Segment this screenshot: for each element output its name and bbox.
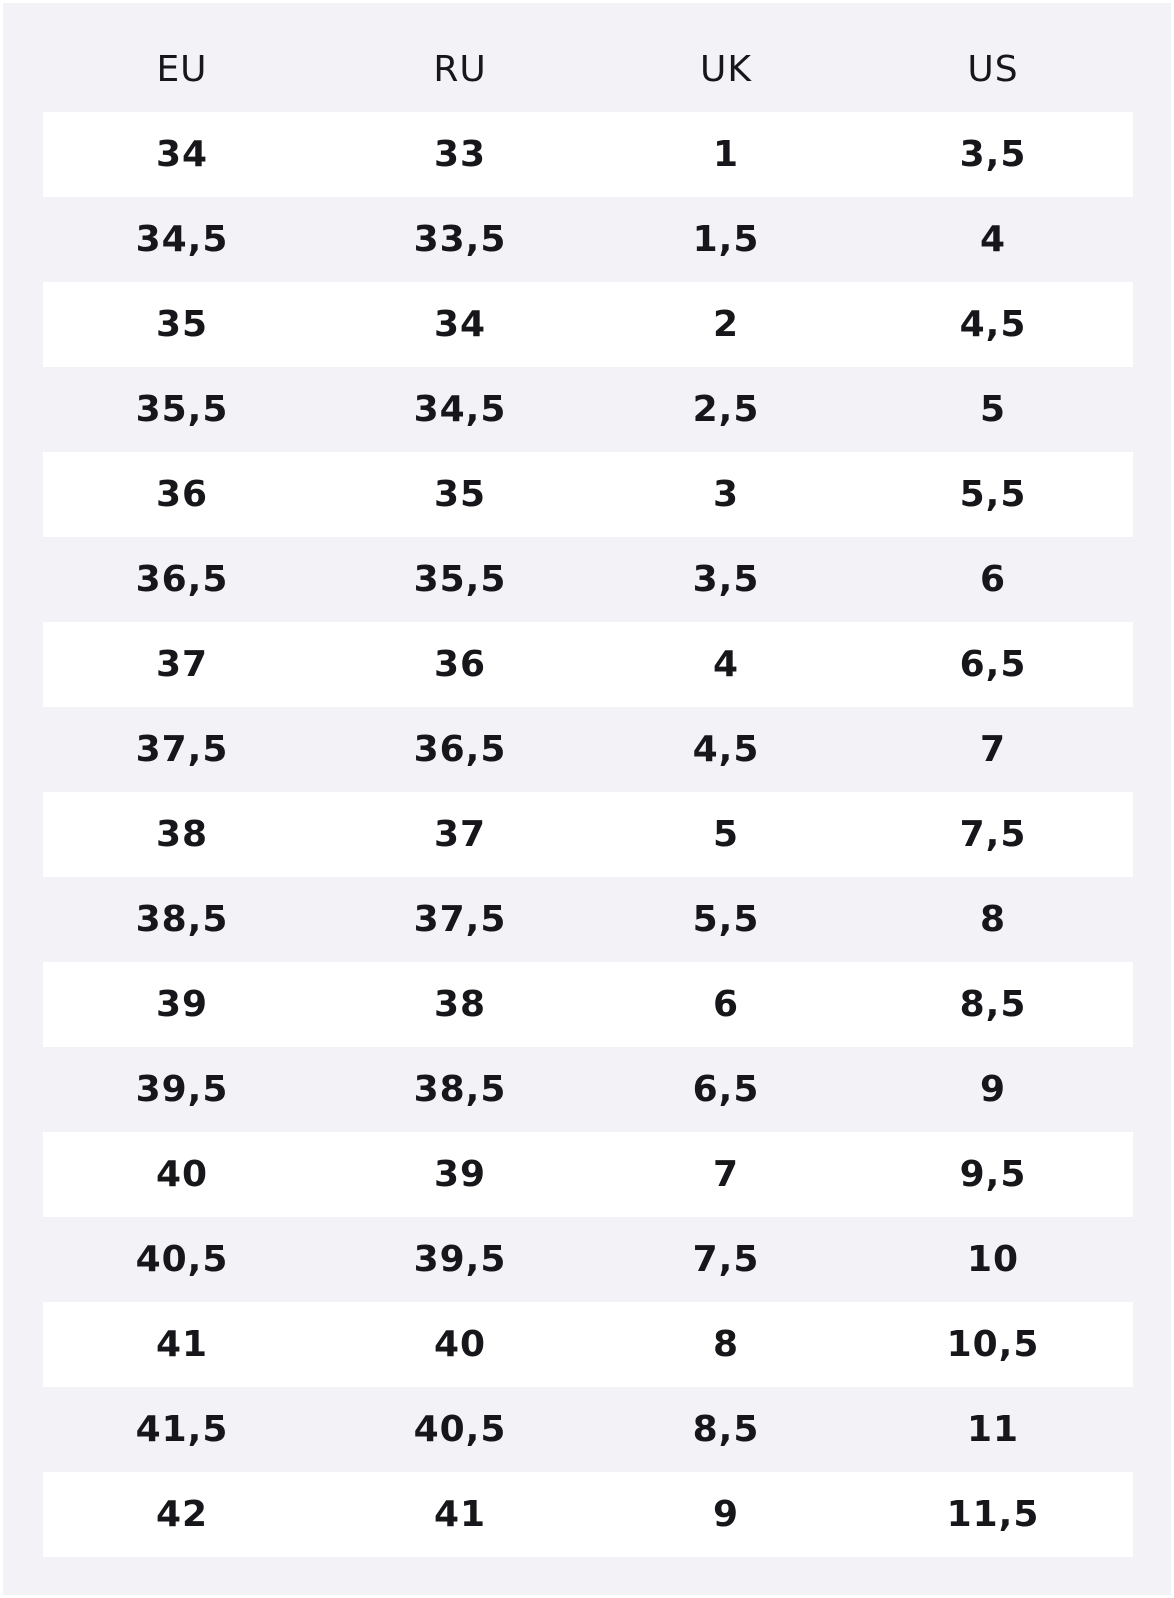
size-cell-us: 7,5 (959, 813, 1027, 855)
size-cell-eu: 40,5 (135, 1238, 229, 1280)
size-cell-eu: 38 (155, 813, 209, 855)
size-cell-uk: 4,5 (692, 728, 760, 770)
table-row: 35,5 34,5 2,5 5 (43, 367, 1133, 452)
table-row: 34 33 1 3,5 (43, 112, 1133, 197)
size-cell-uk: 3 (712, 473, 740, 515)
size-cell-us: 6,5 (959, 643, 1027, 685)
size-chart-panel: EU RU UK US 34 33 1 3,5 34,5 33,5 1,5 4 35 34 2 4,5… (3, 3, 1171, 1595)
table-row: 39 38 6 8,5 (43, 962, 1133, 1047)
table-row: 38,5 37,5 5,5 8 (43, 877, 1133, 962)
size-cell-eu: 37,5 (135, 728, 229, 770)
size-conversion-table: EU RU UK US 34 33 1 3,5 34,5 33,5 1,5 4 35 34 2 4,5… (43, 27, 1133, 1557)
column-header-eu: EU (156, 48, 208, 90)
size-cell-us: 8 (979, 898, 1007, 940)
size-cell-uk: 6,5 (692, 1068, 760, 1110)
table-row: 42 41 9 11,5 (43, 1472, 1133, 1557)
table-row: 35 34 2 4,5 (43, 282, 1133, 367)
size-cell-uk: 6 (712, 983, 740, 1025)
size-cell-us: 3,5 (959, 133, 1027, 175)
size-cell-ru: 33 (433, 133, 487, 175)
size-cell-ru: 33,5 (413, 218, 507, 260)
size-cell-us: 11,5 (946, 1493, 1040, 1535)
size-cell-ru: 35 (433, 473, 487, 515)
size-cell-eu: 41 (155, 1323, 209, 1365)
size-cell-uk: 7,5 (692, 1238, 760, 1280)
size-cell-eu: 36 (155, 473, 209, 515)
table-row: 36 35 3 5,5 (43, 452, 1133, 537)
table-body: 34 33 1 3,5 34,5 33,5 1,5 4 35 34 2 4,5 35,5 34,5 2,5 5… (43, 112, 1133, 1557)
size-cell-uk: 3,5 (692, 558, 760, 600)
size-cell-us: 6 (979, 558, 1007, 600)
size-cell-us: 7 (979, 728, 1007, 770)
size-cell-uk: 5 (712, 813, 740, 855)
size-cell-eu: 40 (155, 1153, 209, 1195)
table-row: 38 37 5 7,5 (43, 792, 1133, 877)
table-row: 41 40 8 10,5 (43, 1302, 1133, 1387)
size-cell-eu: 36,5 (135, 558, 229, 600)
size-cell-ru: 37 (433, 813, 487, 855)
size-cell-uk: 2 (712, 303, 740, 345)
size-cell-us: 9 (979, 1068, 1007, 1110)
size-cell-eu: 39,5 (135, 1068, 229, 1110)
size-cell-eu: 41,5 (135, 1408, 229, 1450)
size-cell-ru: 38 (433, 983, 487, 1025)
size-cell-uk: 1 (712, 133, 740, 175)
size-cell-us: 4,5 (959, 303, 1027, 345)
size-cell-uk: 9 (712, 1493, 740, 1535)
size-cell-uk: 5,5 (692, 898, 760, 940)
table-row: 37 36 4 6,5 (43, 622, 1133, 707)
column-header-us: US (967, 48, 1019, 90)
size-cell-ru: 34,5 (413, 388, 507, 430)
size-cell-uk: 8,5 (692, 1408, 760, 1450)
size-cell-uk: 1,5 (692, 218, 760, 260)
size-cell-ru: 35,5 (413, 558, 507, 600)
size-cell-us: 5,5 (959, 473, 1027, 515)
size-cell-eu: 35 (155, 303, 209, 345)
column-header-ru: RU (433, 48, 487, 90)
size-cell-ru: 38,5 (413, 1068, 507, 1110)
size-cell-eu: 38,5 (135, 898, 229, 940)
size-cell-ru: 41 (433, 1493, 487, 1535)
size-cell-ru: 34 (433, 303, 487, 345)
size-cell-uk: 7 (712, 1153, 740, 1195)
table-row: 34,5 33,5 1,5 4 (43, 197, 1133, 282)
size-cell-uk: 8 (712, 1323, 740, 1365)
size-cell-us: 10,5 (946, 1323, 1040, 1365)
size-cell-us: 10 (966, 1238, 1020, 1280)
size-cell-us: 4 (979, 218, 1007, 260)
table-row: 36,5 35,5 3,5 6 (43, 537, 1133, 622)
size-cell-us: 5 (979, 388, 1007, 430)
size-cell-eu: 34,5 (135, 218, 229, 260)
size-cell-ru: 39 (433, 1153, 487, 1195)
column-header-uk: UK (700, 48, 752, 90)
size-cell-uk: 2,5 (692, 388, 760, 430)
size-cell-uk: 4 (712, 643, 740, 685)
size-cell-eu: 37 (155, 643, 209, 685)
size-cell-eu: 34 (155, 133, 209, 175)
table-row: 37,5 36,5 4,5 7 (43, 707, 1133, 792)
size-cell-ru: 37,5 (413, 898, 507, 940)
size-cell-ru: 36 (433, 643, 487, 685)
size-cell-ru: 40 (433, 1323, 487, 1365)
size-cell-us: 8,5 (959, 983, 1027, 1025)
table-row: 39,5 38,5 6,5 9 (43, 1047, 1133, 1132)
size-cell-ru: 36,5 (413, 728, 507, 770)
size-cell-ru: 39,5 (413, 1238, 507, 1280)
size-cell-us: 9,5 (959, 1153, 1027, 1195)
table-header-row: EU RU UK US (43, 27, 1133, 112)
size-cell-eu: 35,5 (135, 388, 229, 430)
size-cell-ru: 40,5 (413, 1408, 507, 1450)
size-cell-eu: 42 (155, 1493, 209, 1535)
size-cell-eu: 39 (155, 983, 209, 1025)
table-row: 40,5 39,5 7,5 10 (43, 1217, 1133, 1302)
table-row: 40 39 7 9,5 (43, 1132, 1133, 1217)
size-cell-us: 11 (966, 1408, 1020, 1450)
table-row: 41,5 40,5 8,5 11 (43, 1387, 1133, 1472)
